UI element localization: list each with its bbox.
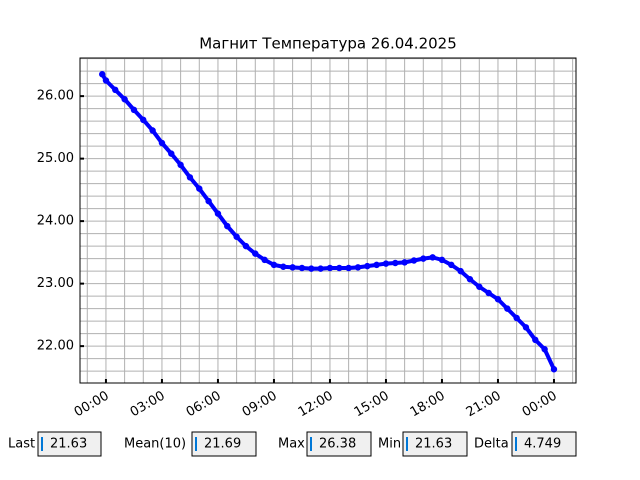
data-point	[429, 254, 436, 261]
data-point	[382, 260, 390, 267]
y-tick-label: 26.00	[37, 89, 74, 104]
data-point	[298, 264, 306, 272]
data-point	[317, 265, 324, 272]
data-point	[99, 71, 106, 78]
y-tick-label: 25.00	[37, 151, 74, 166]
data-point	[308, 265, 315, 272]
data-point	[205, 197, 212, 205]
data-point	[158, 139, 166, 147]
grid	[80, 58, 576, 383]
data-point	[214, 210, 222, 217]
data-point	[410, 257, 418, 264]
data-point	[504, 305, 511, 312]
data-point	[494, 296, 502, 303]
x-tick-label: 03:00	[128, 389, 168, 421]
data-point	[261, 256, 268, 264]
x-tick-label: 00:00	[520, 389, 560, 421]
data-point	[326, 264, 334, 272]
widget-label: Max	[278, 437, 305, 452]
data-point	[336, 264, 343, 272]
data-point	[457, 267, 464, 275]
data-point	[532, 336, 539, 344]
data-point	[196, 185, 203, 192]
data-point	[392, 259, 399, 267]
widget-value: 21.69	[204, 437, 241, 452]
data-point	[448, 261, 455, 269]
data-point	[112, 86, 119, 94]
widget-label: Last	[8, 437, 35, 452]
data-point	[168, 150, 175, 157]
widget-value: 4.749	[524, 437, 561, 452]
x-tick-label: 09:00	[240, 389, 280, 421]
value-box[interactable]	[191, 431, 257, 457]
widget-label: Min	[378, 437, 401, 452]
plot-frame	[79, 57, 577, 384]
data-point	[364, 262, 371, 270]
data-point	[130, 106, 138, 114]
value-box[interactable]	[306, 431, 372, 457]
plot	[99, 71, 558, 373]
data-point	[102, 77, 110, 84]
x-tick-label: 15:00	[352, 389, 392, 421]
chart-title: Магнит Температура 26.04.2025	[199, 35, 457, 53]
value-box[interactable]	[511, 431, 577, 457]
value-box[interactable]	[37, 431, 102, 457]
data-point	[224, 222, 231, 230]
widget-label: Delta	[474, 437, 509, 452]
data-point	[513, 314, 520, 322]
x-tick-label: 21:00	[464, 389, 504, 421]
y-tick-label: 23.00	[37, 276, 74, 291]
widget-value: 26.38	[319, 437, 356, 452]
value-box[interactable]	[402, 431, 468, 457]
data-point	[438, 256, 446, 264]
data-point	[476, 283, 483, 290]
data-point	[121, 96, 128, 103]
data-point	[541, 346, 548, 353]
y-tick-label: 22.00	[37, 339, 74, 354]
y-tick-label: 24.00	[37, 214, 74, 229]
data-point	[522, 324, 530, 331]
data-line	[100, 73, 556, 371]
data-point	[242, 242, 250, 250]
data-point	[252, 250, 259, 257]
x-tick-label: 06:00	[184, 389, 224, 421]
data-point	[149, 127, 156, 134]
data-point	[186, 174, 194, 181]
data-point	[289, 264, 296, 271]
ticks: 00:00 03:00 06:00 09:00 12:00 15:00 18:00 21:00…	[37, 89, 560, 421]
data-point	[233, 233, 240, 240]
x-tick-label: 00:00	[72, 389, 112, 421]
x-tick-label: 12:00	[296, 389, 336, 421]
data-point	[466, 276, 474, 283]
data-point	[270, 261, 278, 269]
widget-value: 21.63	[415, 437, 452, 452]
data-point	[280, 263, 287, 270]
data-point	[140, 116, 147, 124]
data-point	[550, 366, 558, 373]
data-point	[354, 264, 362, 271]
widget-value: 21.63	[50, 437, 87, 452]
data-point	[373, 261, 380, 269]
data-point	[345, 264, 352, 272]
data-point	[177, 161, 184, 169]
x-tick-label: 18:00	[408, 389, 448, 421]
data-point	[401, 259, 408, 266]
data-point	[485, 289, 492, 297]
widgets: Last 21.63 Mean(10) 21.69 Max 26.38 Min 21.63 De…	[8, 431, 577, 457]
data-point	[420, 255, 427, 262]
widget-label: Mean(10)	[124, 437, 186, 452]
